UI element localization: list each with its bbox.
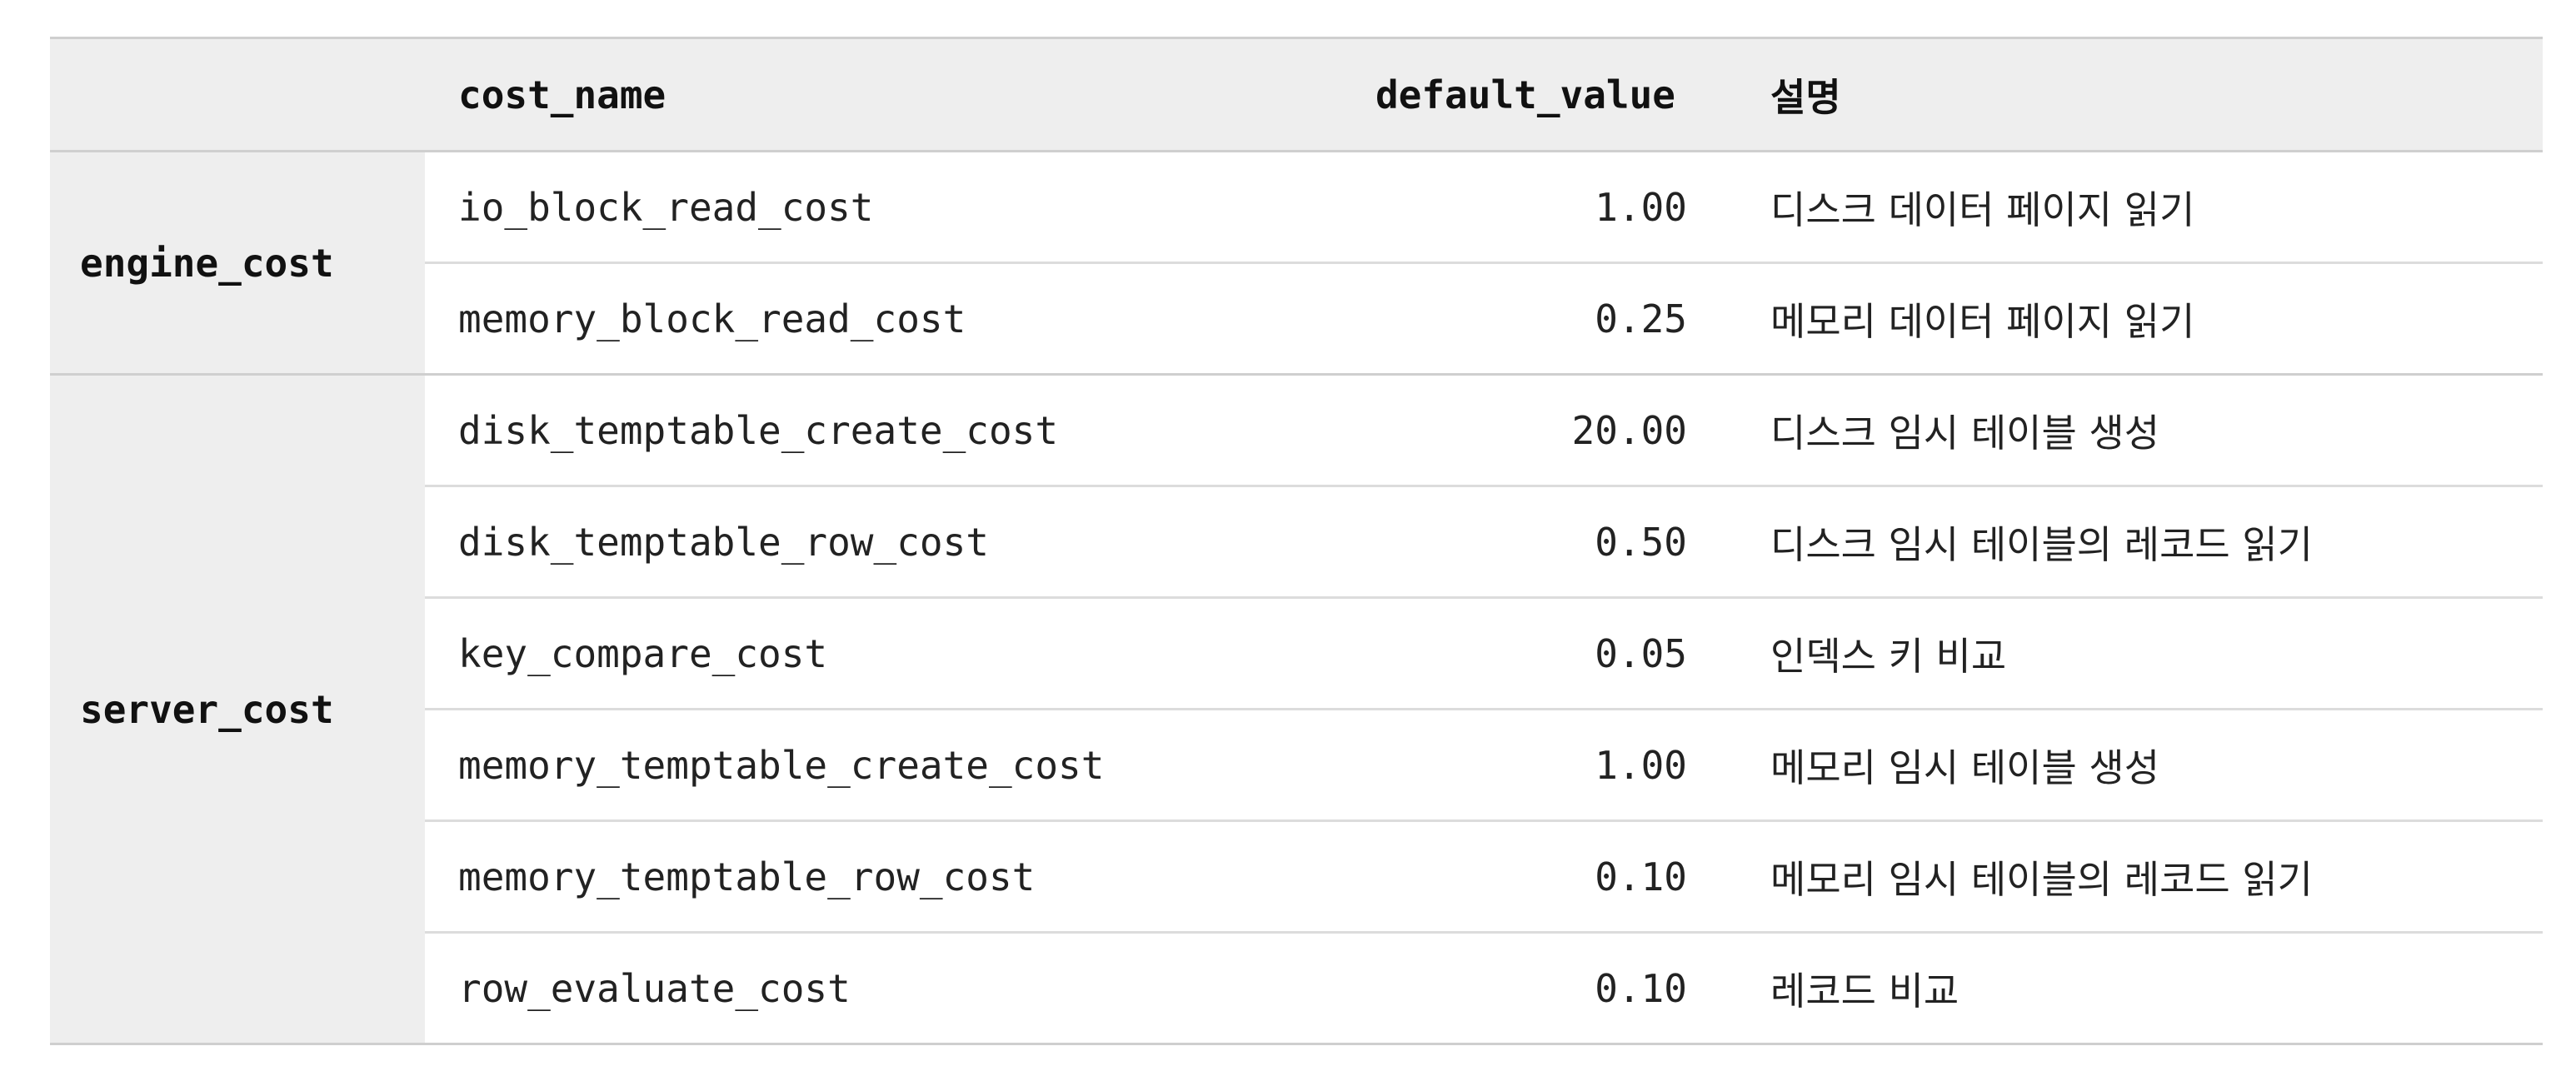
header-default-value: default_value (1304, 37, 1737, 152)
description-cell: 디스크 임시 테이블의 레코드 읽기 (1737, 486, 2543, 599)
cost-name-cell: key_compare_cost (425, 597, 1304, 710)
cost-name-cell: memory_block_read_cost (425, 262, 1304, 376)
description-cell: 디스크 데이터 페이지 읽기 (1737, 151, 2543, 264)
description-cell: 메모리 임시 테이블의 레코드 읽기 (1737, 820, 2543, 934)
cost-name-cell: io_block_read_cost (425, 151, 1304, 264)
header-description: 설명 (1737, 37, 2543, 152)
default-value-cell: 1.00 (1304, 151, 1737, 264)
default-value-cell: 0.10 (1304, 932, 1737, 1045)
table-row: engine_cost io_block_read_cost 1.00 디스크 … (50, 151, 2543, 376)
cost-name-cell: disk_temptable_create_cost (425, 374, 1304, 487)
description-cell: 인덱스 키 비교 (1737, 597, 2543, 710)
header-row: cost_name default_value 설명 (50, 37, 2543, 152)
default-value-cell: 0.05 (1304, 597, 1737, 710)
cost-name-cell: disk_temptable_row_cost (425, 486, 1304, 599)
table-row: memory_temptable_create_cost 1.00 메모리 임시… (50, 709, 2543, 822)
cost-name-cell: memory_temptable_create_cost (425, 709, 1304, 822)
cost-name-cell: memory_temptable_row_cost (425, 820, 1304, 934)
description-cell: 레코드 비교 (1737, 932, 2543, 1045)
table-row: key_compare_cost 0.05 인덱스 키 비교 (50, 597, 2543, 710)
table-row: memory_temptable_row_cost 0.10 메모리 임시 테이… (50, 820, 2543, 934)
table-row: memory_block_read_cost 0.25 메모리 데이터 페이지 … (50, 262, 2543, 376)
default-value-cell: 0.25 (1304, 262, 1737, 376)
description-cell: 메모리 데이터 페이지 읽기 (1737, 262, 2543, 376)
default-value-cell: 0.10 (1304, 820, 1737, 934)
group-label-engine-cost: engine_cost (50, 151, 425, 376)
default-value-cell: 0.50 (1304, 486, 1737, 599)
header-cost-name: cost_name (425, 37, 1304, 152)
table-body: engine_cost io_block_read_cost 1.00 디스크 … (50, 151, 2543, 1045)
table-row: disk_temptable_row_cost 0.50 디스크 임시 테이블의… (50, 486, 2543, 599)
cost-table: cost_name default_value 설명 engine_cost i… (50, 37, 2543, 1045)
header-group (50, 37, 425, 152)
default-value-cell: 1.00 (1304, 709, 1737, 822)
group-label-server-cost: server_cost (50, 374, 425, 1045)
table-row: server_cost disk_temptable_create_cost 2… (50, 374, 2543, 1045)
description-cell: 디스크 임시 테이블 생성 (1737, 374, 2543, 487)
description-cell: 메모리 임시 테이블 생성 (1737, 709, 2543, 822)
cost-table-container: cost_name default_value 설명 engine_cost i… (50, 37, 2543, 1045)
table-row: row_evaluate_cost 0.10 레코드 비교 (50, 932, 2543, 1045)
table-header: cost_name default_value 설명 (50, 37, 2543, 152)
cost-name-cell: row_evaluate_cost (425, 932, 1304, 1045)
default-value-cell: 20.00 (1304, 374, 1737, 487)
